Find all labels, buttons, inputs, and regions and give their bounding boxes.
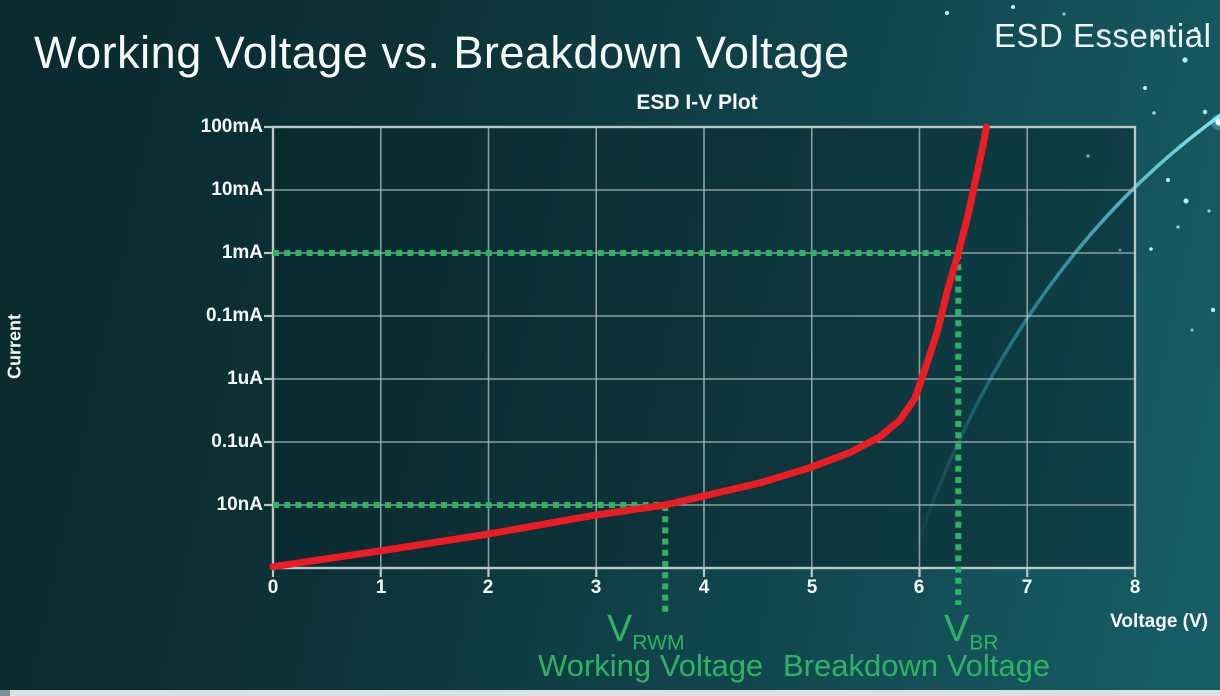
swoosh-glow-core: [1215, 118, 1220, 126]
x-tick-label: 4: [698, 577, 710, 598]
y-tick-label: 100mA: [200, 116, 263, 137]
vrwm-label: VRWM: [607, 608, 685, 655]
background-swoosh: [910, 113, 1220, 561]
x-tick-label: 7: [1021, 577, 1033, 598]
y-tick-label: 0.1uA: [211, 431, 263, 452]
grid-lines: [264, 125, 1137, 577]
x-tick-label: 2: [482, 577, 494, 598]
watermark-text: ESD Essential: [994, 17, 1212, 54]
y-tick-label: 1uA: [227, 368, 263, 389]
x-axis-title: Voltage (V): [1110, 611, 1208, 632]
y-tick-label: 10nA: [216, 494, 263, 515]
x-tick-label: 8: [1129, 577, 1141, 598]
x-tick-label: 1: [375, 577, 387, 598]
x-tick-label: 3: [590, 577, 602, 598]
bottom-strip: [0, 690, 1220, 696]
y-axis-title: Current: [4, 314, 25, 380]
iv-curve: [269, 123, 990, 571]
x-tick-label: 0: [267, 577, 279, 598]
breakdown-voltage-caption: Breakdown Voltage: [783, 648, 1051, 683]
y-tick-label: 0.1mA: [205, 305, 263, 326]
x-tick-label: 5: [806, 577, 818, 598]
y-tick-label: 10mA: [211, 179, 263, 200]
working-voltage-caption: Working Voltage: [538, 648, 764, 683]
y-tick-label: 1mA: [221, 242, 263, 263]
x-tick-label: 6: [913, 577, 925, 598]
page-title: Working Voltage vs. Breakdown Voltage: [34, 27, 850, 78]
reference-dotted-lines: [273, 250, 962, 615]
vbr-label: VBR: [944, 608, 999, 655]
chart-title: ESD I-V Plot: [636, 91, 758, 114]
background-particles: [945, 5, 1216, 332]
